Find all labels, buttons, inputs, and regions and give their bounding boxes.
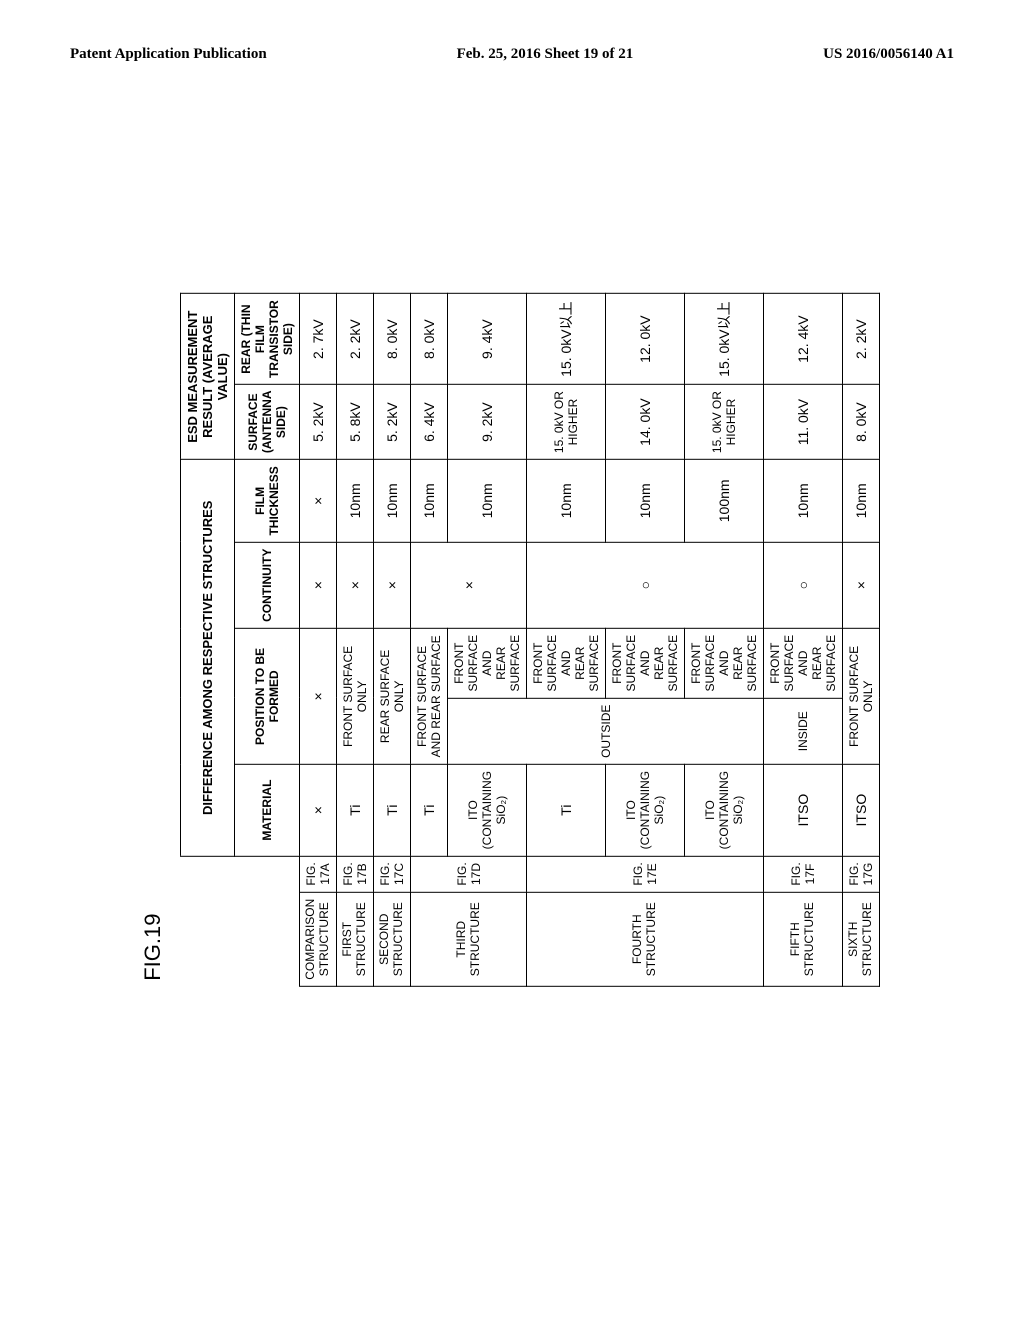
cell-continuity: × <box>411 542 527 628</box>
row-label: COMPARISON STRUCTURE <box>300 892 337 986</box>
cell-thickness: 10nm <box>843 460 880 542</box>
col-rear: REAR (THIN FILM TRANSISTOR SIDE) <box>235 294 300 385</box>
row-label: SIXTH STRUCTURE <box>843 892 880 986</box>
cell-rear: 2. 2kV <box>337 294 374 385</box>
cell-position: FRONT SURFACE AND REAR SURFACE <box>764 628 843 698</box>
cell-material: ITO (CONTAINING SiO₂) <box>685 764 764 855</box>
cell-position: FRONT SURFACE AND REAR SURFACE <box>685 628 764 698</box>
cell-position: FRONT SURFACE ONLY <box>337 628 374 764</box>
cell-position: FRONT SURFACE AND REAR SURFACE <box>411 628 448 764</box>
cell-continuity: × <box>374 542 411 628</box>
cell-surface: 5. 8kV <box>337 384 374 459</box>
figure-container: FIG.19 DIFFERENCE AMONG RESPECTIVE STRUC… <box>140 293 880 987</box>
row-label: FIFTH STRUCTURE <box>764 892 843 986</box>
cell-rear: 8. 0kV <box>411 294 448 385</box>
cell-position: × <box>300 628 337 764</box>
cell-continuity: ○ <box>527 542 764 628</box>
cell-rear: 2. 2kV <box>843 294 880 385</box>
cell-material: Ti <box>411 764 448 855</box>
cell-surface: 8. 0kV <box>843 384 880 459</box>
fig-ref: FIG. 17F <box>764 856 843 892</box>
data-table: DIFFERENCE AMONG RESPECTIVE STRUCTURES E… <box>180 293 880 987</box>
cell-rear: 9. 4kV <box>448 294 527 385</box>
cell-thickness: 100nm <box>685 460 764 542</box>
header-center: Feb. 25, 2016 Sheet 19 of 21 <box>457 46 634 63</box>
inside-label: INSIDE <box>764 698 843 764</box>
cell-surface: 15. 0kV OR HIGHER <box>527 384 606 459</box>
cell-surface: 11. 0kV <box>764 384 843 459</box>
cell-position: FRONT SURFACE ONLY <box>843 628 880 764</box>
cell-surface: 9. 2kV <box>448 384 527 459</box>
cell-material: × <box>300 764 337 855</box>
header-right: US 2016/0056140 A1 <box>823 46 954 63</box>
cell-surface: 5. 2kV <box>374 384 411 459</box>
table-row: COMPARISON STRUCTURE FIG. 17A × × × × 5.… <box>300 294 337 987</box>
row-label: THIRD STRUCTURE <box>411 892 527 986</box>
cell-thickness: 10nm <box>448 460 527 542</box>
cell-rear: 15. 0kV以上 <box>685 294 764 385</box>
cell-material: ITSO <box>843 764 880 855</box>
table-row: FOURTH STRUCTURE FIG. 17E Ti FRONT SURFA… <box>527 294 606 987</box>
fig-ref: FIG. 17C <box>374 856 411 892</box>
fig-ref: FIG. 17A <box>300 856 337 892</box>
cell-thickness: 10nm <box>337 460 374 542</box>
cell-material: ITO (CONTAINING SiO₂) <box>448 764 527 855</box>
cell-position: REAR SURFACE ONLY <box>374 628 411 764</box>
row-label: FIRST STRUCTURE <box>337 892 374 986</box>
cell-position: FRONT SURFACE AND REAR SURFACE <box>527 628 606 698</box>
cell-rear: 12. 4kV <box>764 294 843 385</box>
fig-ref: FIG. 17E <box>527 856 764 892</box>
cell-thickness: 10nm <box>411 460 448 542</box>
cell-continuity: × <box>300 542 337 628</box>
col-material: MATERIAL <box>235 764 300 855</box>
cell-material: ITSO <box>764 764 843 855</box>
cell-material: ITO (CONTAINING SiO₂) <box>606 764 685 855</box>
cell-thickness: × <box>300 460 337 542</box>
header-row-1: DIFFERENCE AMONG RESPECTIVE STRUCTURES E… <box>181 294 235 987</box>
cell-material: Ti <box>337 764 374 855</box>
table-row: SIXTH STRUCTURE FIG. 17G ITSO FRONT SURF… <box>843 294 880 987</box>
col-continuity: CONTINUITY <box>235 542 300 628</box>
cell-rear: 12. 0kV <box>606 294 685 385</box>
table-row: FIRST STRUCTURE FIG. 17B Ti FRONT SURFAC… <box>337 294 374 987</box>
fig-ref: FIG. 17D <box>411 856 527 892</box>
col-position: POSITION TO BE FORMED <box>235 628 300 764</box>
outside-label: OUTSIDE <box>448 698 764 764</box>
table-row: SECOND STRUCTURE FIG. 17C Ti REAR SURFAC… <box>374 294 411 987</box>
table-row: THIRD STRUCTURE FIG. 17D Ti FRONT SURFAC… <box>411 294 448 987</box>
cell-rear: 2. 7kV <box>300 294 337 385</box>
cell-surface: 6. 4kV <box>411 384 448 459</box>
fig-ref: FIG. 17B <box>337 856 374 892</box>
cell-position: FRONT SURFACE AND REAR SURFACE <box>606 628 685 698</box>
figure-label: FIG.19 <box>140 293 166 981</box>
cell-thickness: 10nm <box>374 460 411 542</box>
col-thickness: FILM THICKNESS <box>235 460 300 542</box>
cell-thickness: 10nm <box>606 460 685 542</box>
table-row: FIFTH STRUCTURE FIG. 17F ITSO INSIDE FRO… <box>764 294 843 987</box>
cell-surface: 5. 2kV <box>300 384 337 459</box>
cell-continuity: × <box>337 542 374 628</box>
cell-rear: 8. 0kV <box>374 294 411 385</box>
page-header: Patent Application Publication Feb. 25, … <box>0 46 1024 63</box>
cell-continuity: × <box>843 542 880 628</box>
cell-rear: 15. 0kV以上 <box>527 294 606 385</box>
row-label: SECOND STRUCTURE <box>374 892 411 986</box>
cell-material: Ti <box>374 764 411 855</box>
group-header-diff: DIFFERENCE AMONG RESPECTIVE STRUCTURES <box>181 460 235 856</box>
fig-ref: FIG. 17G <box>843 856 880 892</box>
header-left: Patent Application Publication <box>70 46 267 63</box>
row-label: FOURTH STRUCTURE <box>527 892 764 986</box>
col-surface: SURFACE (ANTENNA SIDE) <box>235 384 300 459</box>
cell-thickness: 10nm <box>764 460 843 542</box>
cell-surface: 14. 0kV <box>606 384 685 459</box>
group-header-esd: ESD MEASUREMENT RESULT (AVERAGE VALUE) <box>181 294 235 460</box>
cell-continuity: ○ <box>764 542 843 628</box>
cell-position: FRONT SURFACE AND REAR SURFACE <box>448 628 527 698</box>
cell-thickness: 10nm <box>527 460 606 542</box>
cell-material: Ti <box>527 764 606 855</box>
cell-surface: 15. 0kV OR HIGHER <box>685 384 764 459</box>
